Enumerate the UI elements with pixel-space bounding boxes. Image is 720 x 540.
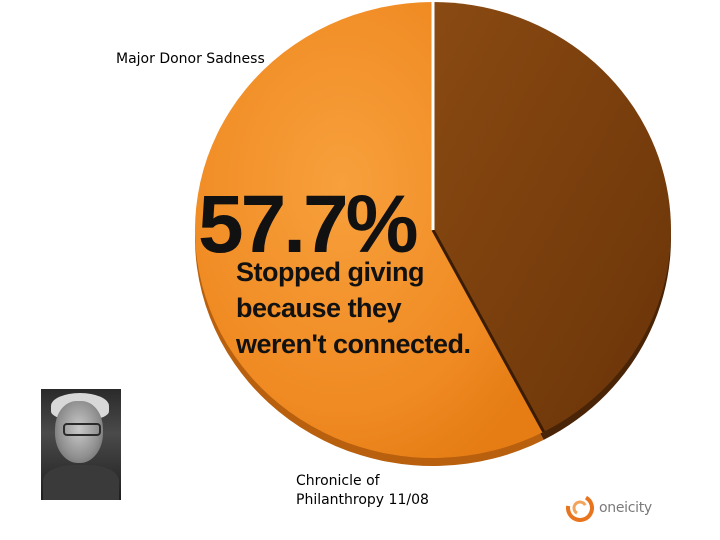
- stat-line: because they: [236, 293, 402, 323]
- pie-title: Major Donor Sadness: [116, 51, 265, 67]
- pie-slice-other: [433, 2, 671, 432]
- stat-line: Stopped giving: [236, 257, 425, 287]
- source-citation: Chronicle of: [296, 473, 380, 489]
- logo-text: oneicity: [599, 500, 652, 516]
- elderly-woman-photo: [41, 389, 121, 500]
- pie-slice-divider: [431, 229, 546, 433]
- stat-line: weren't connected.: [236, 329, 471, 359]
- stat-description: Stopped giving because they weren't conn…: [236, 254, 471, 362]
- swirl-logo-icon: [566, 494, 594, 522]
- oneicity-logo: oneicity: [566, 494, 652, 522]
- pie-slice-stopped-giving: [195, 2, 544, 458]
- source-citation-date: Philanthropy 11/08: [296, 492, 429, 508]
- big-stat-value: 57.7%: [198, 179, 419, 270]
